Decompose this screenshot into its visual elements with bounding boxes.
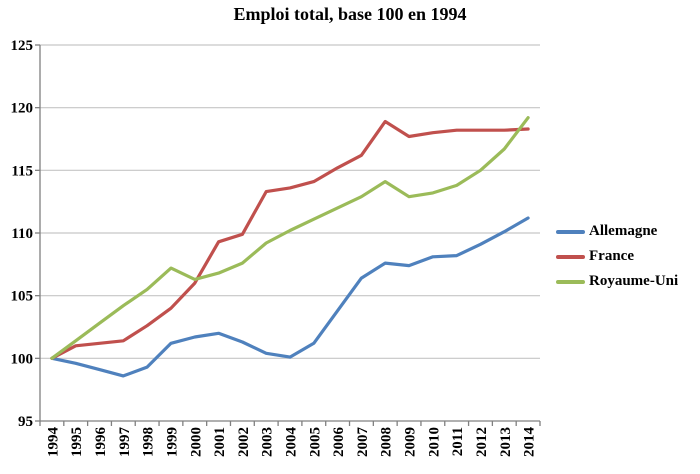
x-tick-label: 2011 <box>450 427 466 456</box>
legend-line-swatch <box>556 229 585 234</box>
y-tick-label: 105 <box>11 289 34 305</box>
x-tick-label: 2008 <box>379 427 395 457</box>
x-tick-label: 2013 <box>498 427 514 457</box>
x-tick-label: 1995 <box>69 427 85 457</box>
legend-label: France <box>589 248 634 264</box>
y-tick-label: 110 <box>11 226 33 242</box>
legend-item-royaume-uni: Royaume-Uni <box>556 269 678 294</box>
x-tick-label: 2007 <box>355 427 371 458</box>
y-tick-label: 95 <box>18 414 33 430</box>
series-line-royaume-uni <box>50 116 530 360</box>
x-tick-label: 2012 <box>474 427 490 457</box>
y-tick-label: 125 <box>11 38 34 54</box>
x-tick-label: 1997 <box>117 427 133 458</box>
legend-line-swatch <box>556 279 585 284</box>
legend-item-france: France <box>556 244 678 269</box>
x-tick-label: 2004 <box>284 427 300 458</box>
series-line-france <box>50 119 530 360</box>
x-tick-label: 1999 <box>164 427 180 457</box>
x-tick-label: 2010 <box>426 427 442 457</box>
legend-line-swatch <box>556 254 585 259</box>
chart-legend: Allemagne France Royaume-Uni <box>556 219 678 294</box>
x-tick-label: 2005 <box>307 427 323 457</box>
x-tick-label: 2009 <box>403 427 419 457</box>
x-tick-label: 2003 <box>260 427 276 457</box>
x-tick-label: 2002 <box>236 427 252 457</box>
x-tick-label: 1994 <box>45 427 61 458</box>
chart-title: Emploi total, base 100 en 1994 <box>233 4 467 24</box>
x-tick-label: 2001 <box>212 427 228 457</box>
series-line-allemagne <box>50 216 530 378</box>
y-tick-label: 100 <box>11 351 34 367</box>
y-tick-label: 115 <box>11 163 33 179</box>
legend-item-allemagne: Allemagne <box>556 219 678 244</box>
x-tick-label: 2000 <box>188 427 204 457</box>
x-tick-label: 1998 <box>141 427 157 457</box>
x-tick-label: 2006 <box>331 427 347 458</box>
y-tick-label: 120 <box>11 101 34 117</box>
legend-label: Royaume-Uni <box>589 273 679 289</box>
x-tick-label: 1996 <box>93 427 109 458</box>
legend-label: Allemagne <box>589 223 658 239</box>
x-tick-label: 2014 <box>522 427 538 458</box>
